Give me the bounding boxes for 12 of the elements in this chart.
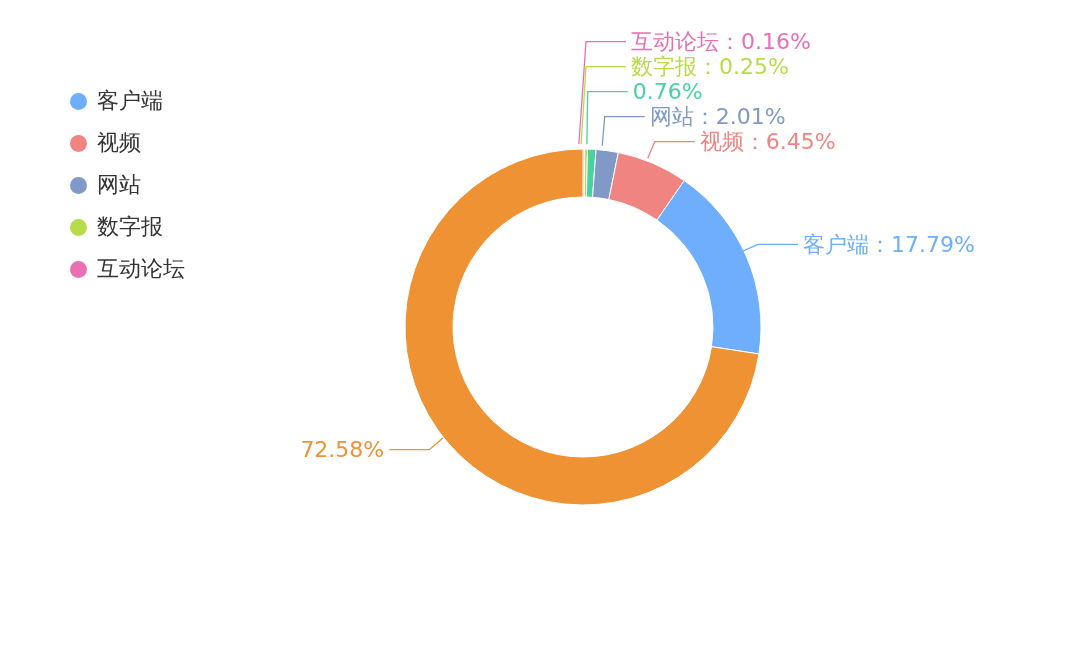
data-label: 网站：2.01% [649,104,786,130]
legend-label: 网站 [97,171,141,199]
legend-label: 视频 [97,129,141,157]
data-label: 视频：6.45% [699,129,836,155]
legend-label: 数字报 [97,213,163,241]
data-label: 互动论坛：0.16% [631,29,811,55]
legend-label: 客户端 [97,87,163,115]
data-label: 数字报：0.25% [631,54,789,80]
legend-label: 互动论坛 [97,255,185,283]
data-label: 72.58% [300,437,385,463]
data-label: 0.76% [632,79,703,105]
data-label: 客户端：17.79% [803,232,975,258]
